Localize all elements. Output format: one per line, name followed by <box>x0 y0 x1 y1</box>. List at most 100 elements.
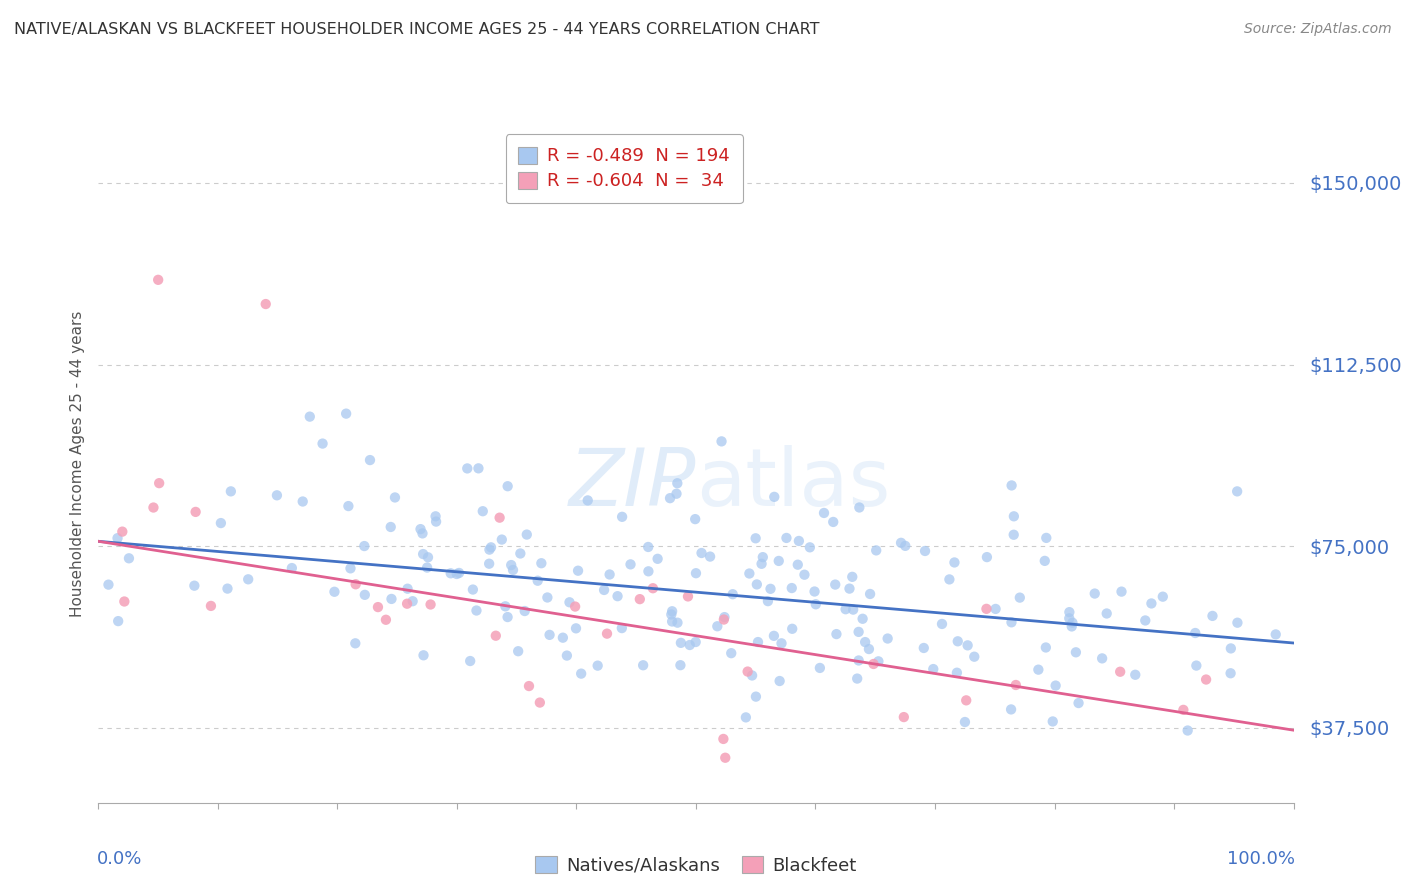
Point <box>685 566 707 581</box>
Point <box>858 642 880 657</box>
Point <box>1000 702 1022 716</box>
Point <box>384 491 406 505</box>
Point <box>813 506 835 520</box>
Point <box>353 588 375 602</box>
Y-axis label: Householder Income Ages 25 - 44 years: Householder Income Ages 25 - 44 years <box>69 310 84 617</box>
Point <box>842 602 865 616</box>
Text: atlas: atlas <box>696 445 890 524</box>
Point <box>666 615 689 630</box>
Point <box>291 494 314 508</box>
Point <box>1067 696 1090 710</box>
Point <box>200 599 222 613</box>
Point <box>1195 673 1218 687</box>
Point <box>148 273 170 287</box>
Point <box>516 527 538 541</box>
Point <box>1059 605 1081 619</box>
Point <box>690 546 713 560</box>
Point <box>517 679 540 693</box>
Point <box>803 584 825 599</box>
Point <box>593 582 616 597</box>
Point <box>838 582 860 596</box>
Point <box>665 487 688 501</box>
Point <box>461 582 484 597</box>
Point <box>808 661 831 675</box>
Point <box>569 666 592 681</box>
Point <box>599 567 621 582</box>
Text: ZIP: ZIP <box>568 445 696 524</box>
Point <box>1140 597 1163 611</box>
Point <box>852 612 875 626</box>
Point <box>666 476 689 491</box>
Text: 100.0%: 100.0% <box>1226 850 1295 868</box>
Point <box>793 567 815 582</box>
Point <box>1111 584 1133 599</box>
Point <box>586 658 609 673</box>
Point <box>669 658 692 673</box>
Point <box>768 554 790 568</box>
Point <box>647 551 669 566</box>
Point <box>148 476 170 491</box>
Point <box>759 582 782 596</box>
Point <box>1152 590 1174 604</box>
Point <box>380 591 402 606</box>
Point <box>787 533 810 548</box>
Point <box>311 436 333 450</box>
Point <box>494 599 516 614</box>
Point <box>1000 615 1022 630</box>
Point <box>976 602 998 616</box>
Point <box>1042 714 1064 729</box>
Point <box>1135 614 1157 628</box>
Point <box>744 531 766 545</box>
Point <box>551 631 574 645</box>
Point <box>953 714 976 729</box>
Point <box>567 564 589 578</box>
Point <box>685 635 707 649</box>
Point <box>676 590 699 604</box>
Point <box>669 636 692 650</box>
Point <box>1184 626 1206 640</box>
Point <box>238 572 260 586</box>
Point <box>786 558 808 572</box>
Point <box>862 657 884 671</box>
Point <box>449 566 471 580</box>
Point <box>266 488 288 502</box>
Point <box>756 594 779 608</box>
Legend: Natives/Alaskans, Blackfeet: Natives/Alaskans, Blackfeet <box>529 848 863 882</box>
Point <box>97 577 120 591</box>
Point <box>564 599 586 614</box>
Point <box>1045 679 1067 693</box>
Point <box>367 600 389 615</box>
Point <box>914 544 936 558</box>
Point <box>281 561 304 575</box>
Point <box>323 584 346 599</box>
Point <box>565 621 588 635</box>
Point <box>1264 627 1286 641</box>
Point <box>107 614 129 628</box>
Point <box>502 563 524 577</box>
Point <box>955 693 977 707</box>
Point <box>488 510 510 524</box>
Point <box>1028 663 1050 677</box>
Point <box>763 490 786 504</box>
Point <box>912 640 935 655</box>
Point <box>576 493 599 508</box>
Point <box>184 505 207 519</box>
Point <box>1226 484 1249 499</box>
Point <box>1060 619 1083 633</box>
Point <box>416 560 439 574</box>
Point <box>713 731 735 746</box>
Point <box>1123 667 1146 681</box>
Point <box>530 556 553 570</box>
Point <box>894 539 917 553</box>
Point <box>1035 531 1057 545</box>
Point <box>984 602 1007 616</box>
Point <box>409 522 432 536</box>
Point <box>946 665 969 680</box>
Point <box>825 627 848 641</box>
Point <box>526 574 548 588</box>
Point <box>823 515 845 529</box>
Point <box>1057 611 1080 625</box>
Point <box>1062 615 1084 630</box>
Point <box>558 595 581 609</box>
Point <box>298 409 321 424</box>
